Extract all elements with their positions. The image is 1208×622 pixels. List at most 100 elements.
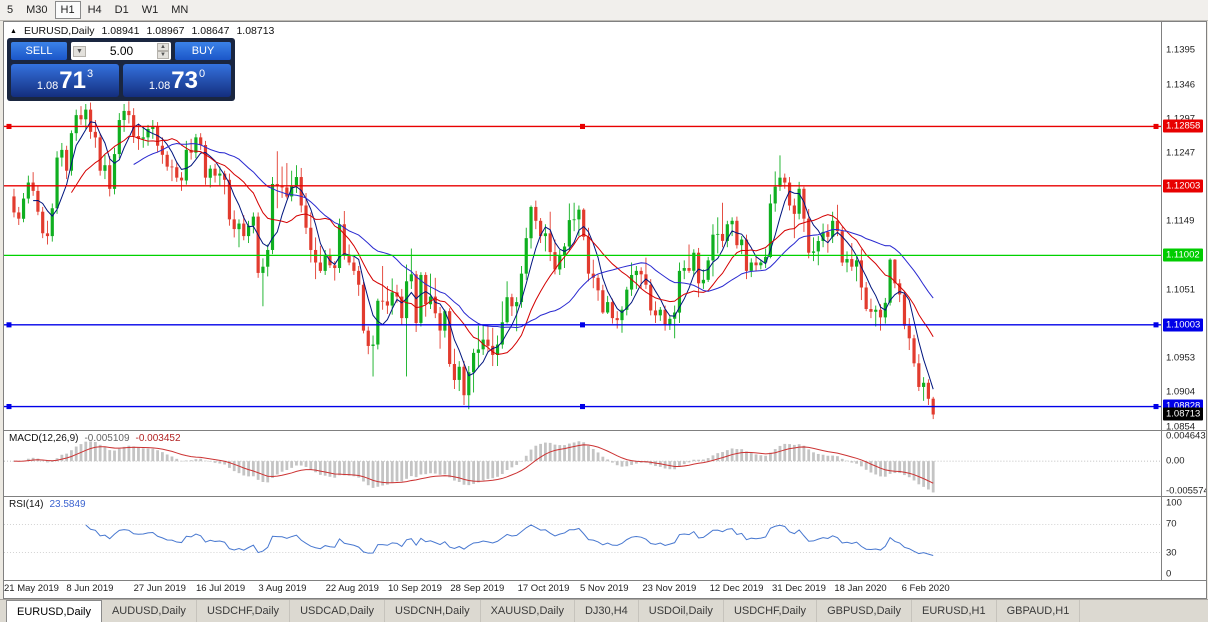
rsi-name: RSI(14) — [9, 499, 44, 510]
date-label: 6 Feb 2020 — [901, 583, 950, 594]
macd-label: MACD(12,26,9) -0.005109 -0.003452 — [9, 433, 181, 444]
macd-signal-value: -0.003452 — [135, 433, 181, 444]
timeframe-button-mn[interactable]: MN — [171, 4, 189, 16]
price-tick: 1.0854 — [1166, 421, 1196, 430]
volume-dropdown-icon[interactable]: ▼ — [73, 45, 86, 57]
rsi-label: RSI(14) 23.5849 — [9, 499, 86, 510]
date-label: 3 Aug 2019 — [258, 583, 307, 594]
date-label: 16 Jul 2019 — [196, 583, 246, 594]
macd-tick: 0.004643 — [1166, 431, 1206, 442]
price-tick: 1.1346 — [1166, 79, 1196, 91]
date-label: 22 Aug 2019 — [325, 583, 379, 594]
buy-button[interactable]: BUY — [175, 42, 231, 60]
rsi-plot[interactable] — [4, 497, 1161, 580]
date-axis[interactable]: 21 May 2019 8 Jun 2019 27 Jun 2019 16 Jul 2… — [4, 580, 1206, 598]
date-label: 12 Dec 2019 — [709, 583, 764, 594]
candlestick-plot[interactable] — [4, 22, 1161, 430]
tab-eurusd-h1[interactable]: EURUSD,H1 — [912, 600, 997, 622]
rsi-tick: 30 — [1166, 547, 1177, 559]
volume-input[interactable]: ▼ 5.00 ▲ ▼ — [71, 42, 171, 60]
tab-gbpusd-daily[interactable]: GBPUSD,Daily — [817, 600, 913, 622]
date-label: 5 Nov 2019 — [580, 583, 629, 594]
ask-prefix: 1.08 — [148, 80, 171, 92]
rsi-tick: 0 — [1166, 568, 1172, 580]
rsi-tick: 100 — [1166, 497, 1182, 509]
bid-point: 3 — [87, 68, 94, 80]
sell-price-button[interactable]: 1.08 71 3 — [11, 64, 119, 97]
date-label: 27 Jun 2019 — [133, 583, 186, 594]
price-tick: 1.1247 — [1166, 147, 1196, 159]
ask-pips: 73 — [171, 66, 198, 94]
macd-panel[interactable]: MACD(12,26,9) -0.005109 -0.003452 — [4, 431, 1161, 496]
volume-value: 5.00 — [109, 44, 134, 58]
timeframe-button-5[interactable]: 5 — [7, 4, 14, 16]
bid-pips: 71 — [59, 66, 86, 94]
macd-name: MACD(12,26,9) — [9, 433, 79, 444]
price-badge: 1.11002 — [1163, 248, 1203, 262]
ohlc-high: 1.08967 — [146, 25, 185, 37]
one-click-toggle-icon[interactable]: ▲ — [10, 27, 17, 35]
price-scale[interactable]: 1.1395 1.1346 1.1297 1.1247 1.1149 1.1051 1.09… — [1161, 22, 1206, 430]
chart-tab-bar: EURUSD,Daily AUDUSD,Daily USDCHF,Daily USDC… — [0, 599, 1208, 622]
volume-spinner[interactable]: ▲ ▼ — [157, 43, 169, 59]
price-tick: 1.1149 — [1166, 215, 1195, 227]
ohlc-close: 1.08713 — [236, 25, 275, 37]
timeframe-toolbar: 5 M30 H1 H4 D1 W1 MN — [0, 0, 1208, 21]
chart-title: ▲ EURUSD,Daily 1.08941 1.08967 1.08647 1… — [10, 25, 274, 37]
bid-prefix: 1.08 — [36, 80, 59, 92]
price-badge: 1.12858 — [1163, 119, 1204, 133]
rsi-panel[interactable]: RSI(14) 23.5849 — [4, 497, 1161, 580]
tab-usdchf-daily[interactable]: USDCHF,Daily — [197, 600, 291, 622]
price-tick: 1.1395 — [1166, 44, 1196, 56]
price-tick: 1.1051 — [1166, 284, 1196, 296]
sell-button[interactable]: SELL — [11, 42, 67, 60]
tab-usdcad-daily[interactable]: USDCAD,Daily — [290, 600, 386, 622]
tab-gbpaud-h1[interactable]: GBPAUD,H1 — [997, 600, 1081, 622]
timeframe-button-w1[interactable]: W1 — [141, 4, 159, 16]
tab-usdoil-daily[interactable]: USDOil,Daily — [639, 600, 724, 622]
rsi-value: 23.5849 — [49, 499, 86, 510]
macd-main-value: -0.005109 — [84, 433, 130, 444]
macd-scale[interactable]: 0.004643 0.00 -0.005574 — [1161, 431, 1206, 496]
price-tick: 1.0904 — [1166, 386, 1196, 398]
rsi-tick: 70 — [1166, 518, 1177, 530]
date-label: 21 May 2019 — [4, 583, 59, 594]
price-badge: 1.10003 — [1163, 318, 1204, 332]
timeframe-button-d1[interactable]: D1 — [114, 4, 129, 16]
tab-usdcnh-daily[interactable]: USDCNH,Daily — [385, 600, 481, 622]
tab-xauusd-daily[interactable]: XAUUSD,Daily — [481, 600, 575, 622]
date-label: 18 Jan 2020 — [834, 583, 887, 594]
buy-price-button[interactable]: 1.08 73 0 — [123, 64, 231, 97]
macd-tick: 0.00 — [1166, 455, 1185, 467]
tab-dj30-h4[interactable]: DJ30,H4 — [575, 600, 639, 622]
ohlc-low: 1.08647 — [191, 25, 230, 37]
date-label: 8 Jun 2019 — [66, 583, 114, 594]
ohlc-open: 1.08941 — [101, 25, 140, 37]
chart-symbol-label: EURUSD,Daily — [23, 25, 95, 37]
date-label: 17 Oct 2019 — [517, 583, 570, 594]
timeframe-button-m30[interactable]: M30 — [26, 4, 48, 16]
date-label: 28 Sep 2019 — [450, 583, 505, 594]
ask-point: 0 — [199, 68, 206, 80]
date-label: 10 Sep 2019 — [388, 583, 442, 594]
date-label: 31 Dec 2019 — [772, 583, 826, 594]
tab-eurusd-daily[interactable]: EURUSD,Daily — [6, 600, 102, 622]
macd-tick: -0.005574 — [1166, 485, 1206, 496]
date-label: 23 Nov 2019 — [642, 583, 697, 594]
price-badge: 1.08713 — [1163, 407, 1204, 421]
chart-window: ▲ EURUSD,Daily 1.08941 1.08967 1.08647 1… — [3, 21, 1207, 599]
tab-usdchf-daily[interactable]: USDCHF,Daily — [724, 600, 818, 622]
macd-plot[interactable] — [4, 431, 1161, 496]
timeframe-button-h1[interactable]: H1 — [54, 1, 81, 19]
price-tick: 1.0953 — [1166, 352, 1196, 364]
timeframe-button-h4[interactable]: H4 — [87, 4, 102, 16]
rsi-scale[interactable]: 100 70 30 0 — [1161, 497, 1206, 580]
price-badge: 1.12003 — [1163, 179, 1204, 193]
spinner-up-icon[interactable]: ▲ — [157, 43, 169, 51]
tab-audusd-daily[interactable]: AUDUSD,Daily — [102, 600, 197, 622]
candlestick-chart[interactable]: ▲ EURUSD,Daily 1.08941 1.08967 1.08647 1… — [4, 22, 1161, 430]
one-click-trading-panel: SELL ▼ 5.00 ▲ ▼ BUY 1.0 — [7, 38, 235, 101]
spinner-down-icon[interactable]: ▼ — [157, 51, 169, 59]
price-tick: 1.1297 — [1166, 113, 1196, 125]
